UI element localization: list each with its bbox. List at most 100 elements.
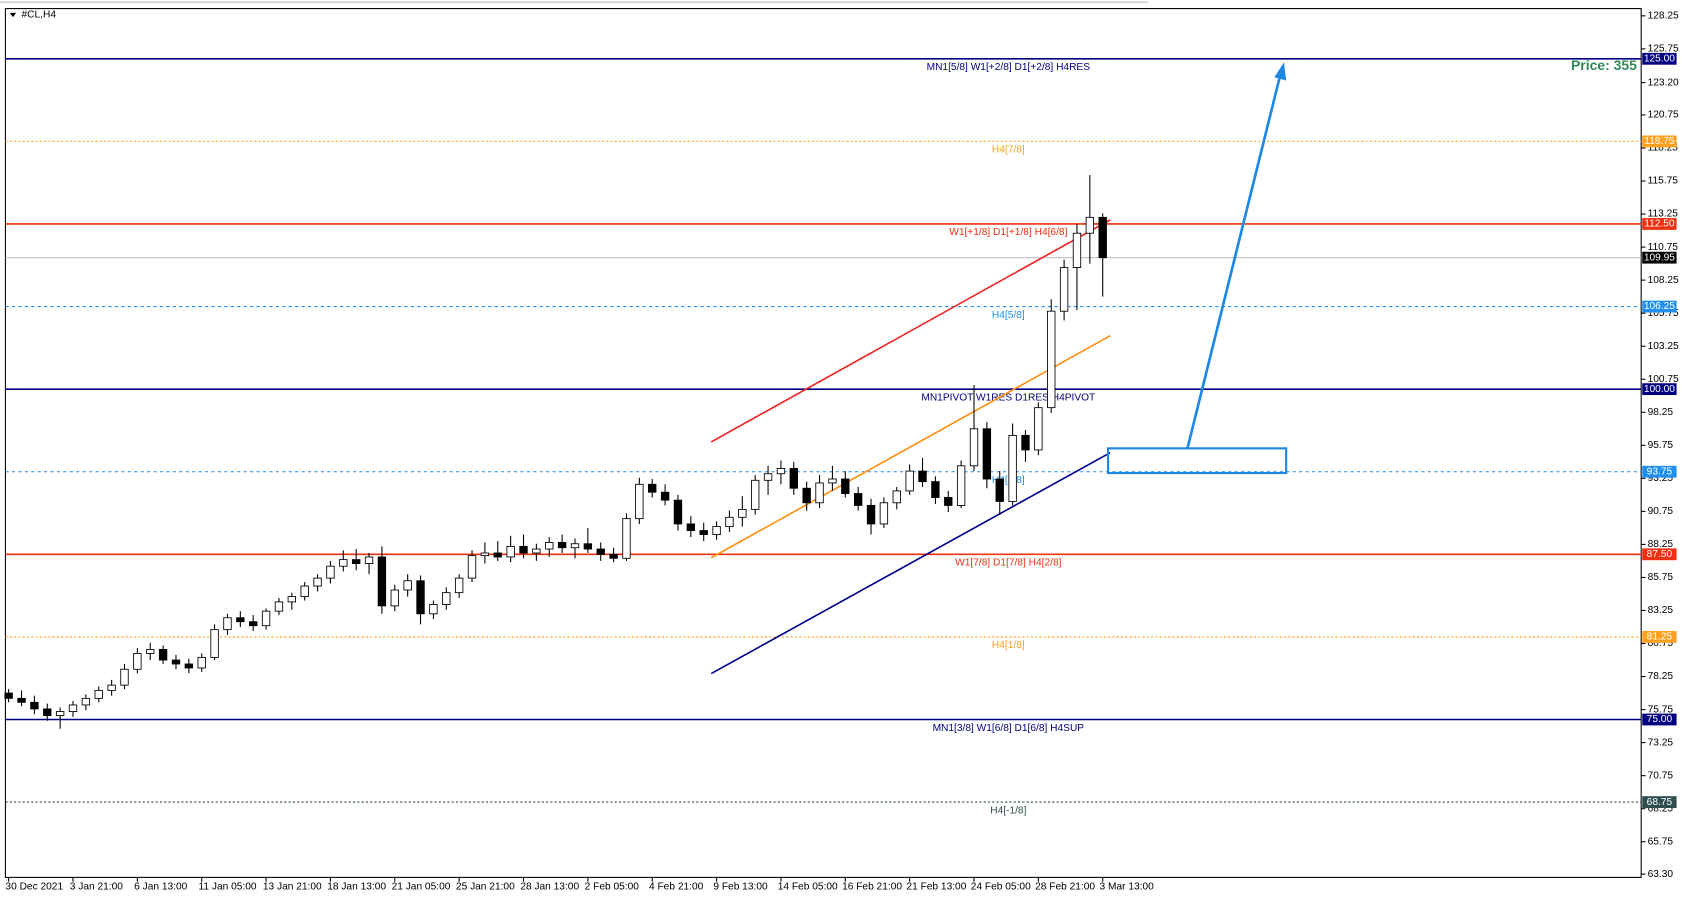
candle-body — [287, 596, 297, 603]
level-price-label: 93.75 — [1647, 466, 1673, 477]
level-price-box — [1642, 135, 1677, 148]
y-tick-label: 63.30 — [1648, 869, 1674, 880]
candle-body — [789, 467, 798, 489]
level-text: H4[5/8] — [992, 310, 1025, 321]
candle-body — [120, 668, 129, 686]
candle-body — [725, 516, 734, 527]
candle-body — [828, 478, 837, 484]
level-price-box — [1642, 52, 1677, 65]
y-tick-label: 118.25 — [1648, 143, 1679, 154]
x-tick-label: 24 Feb 05:00 — [971, 882, 1031, 893]
candle-body — [583, 543, 593, 550]
x-tick-label: 3 Mar 13:00 — [1100, 882, 1155, 893]
candle-body — [223, 617, 232, 631]
candle-body — [390, 589, 399, 607]
level-text: MN1[3/8] W1[6/8] D1[6/8] H4SUP — [933, 723, 1085, 734]
level-text: MN1[5/8] W1[+2/8] D1[+2/8] H4RES — [927, 62, 1091, 73]
arrow-head — [1274, 62, 1287, 81]
candle-body — [210, 629, 219, 658]
candle-body — [853, 493, 863, 506]
level-price-box — [1642, 465, 1677, 478]
y-tick-label: 115.75 — [1648, 176, 1679, 187]
candle-body — [261, 610, 271, 627]
candle-body — [351, 559, 361, 564]
level-text: H4[1/8] — [992, 640, 1025, 651]
level-price-label: 81.25 — [1647, 632, 1673, 643]
x-tick-label: 21 Feb 13:00 — [906, 882, 966, 893]
candle-body — [339, 559, 348, 567]
levels: MN1[5/8] W1[+2/8] D1[+2/8] H4RES H4[7/8] W… — [5, 57, 1642, 816]
candle-body — [956, 465, 966, 506]
y-tick-label: 108.25 — [1648, 275, 1679, 286]
candle-body — [738, 508, 747, 518]
candle-body — [660, 491, 670, 501]
candle-body — [673, 499, 683, 525]
candle-body — [751, 479, 760, 510]
candle-body — [635, 483, 644, 520]
candle-body — [596, 548, 605, 555]
level-text: MN1PIVOT W1RES D1RES H4PIVOT — [921, 392, 1095, 403]
candle-body — [171, 659, 181, 665]
y-tick-label: 103.25 — [1648, 341, 1679, 352]
candle-body — [1085, 216, 1095, 234]
y-tick-label: 70.75 — [1648, 770, 1674, 781]
candle-body — [763, 473, 773, 481]
candle-body — [1047, 310, 1056, 409]
level-price-label: 118.75 — [1644, 136, 1675, 147]
candle-body — [931, 481, 940, 498]
menu-triangle — [9, 12, 17, 18]
candle-body — [1059, 267, 1069, 312]
candle-body — [442, 592, 451, 605]
level-text: W1[7/8] D1[7/8] H4[2/8] — [955, 558, 1061, 569]
level-text: H4[3/8] — [992, 475, 1025, 486]
candle-body — [30, 701, 39, 710]
level-price-label: 106.25 — [1644, 301, 1675, 312]
candle-body — [454, 577, 464, 594]
candle-body — [249, 621, 258, 627]
candle-body — [532, 548, 541, 554]
candle-body — [557, 541, 567, 549]
candle-body — [699, 530, 708, 535]
candle-body — [879, 502, 889, 525]
y-tick-label: 98.25 — [1648, 407, 1674, 418]
candle-body — [133, 652, 142, 670]
x-tick-label: 2 Feb 05:00 — [585, 882, 640, 893]
y-tick-label: 128.25 — [1648, 11, 1679, 22]
candle-body — [686, 523, 696, 531]
y-tick-label: 113.25 — [1648, 209, 1679, 220]
candle-body — [429, 604, 438, 615]
candle-body — [480, 552, 490, 557]
candle-body — [545, 541, 554, 550]
candle-body — [892, 490, 901, 504]
y-tick-label: 80.75 — [1648, 638, 1674, 649]
trendline-lower — [710, 451, 1111, 675]
candle-body — [918, 470, 927, 483]
level-price-box — [1642, 251, 1677, 264]
candle-body — [1072, 232, 1082, 269]
candle-body — [43, 708, 52, 716]
trendline-upper — [710, 219, 1111, 443]
level-price-label: 100.00 — [1644, 384, 1675, 395]
level-price-box — [1642, 383, 1677, 396]
candle-body — [866, 504, 876, 525]
level-text: H4[-1/8] — [990, 805, 1026, 816]
candles — [4, 175, 1107, 729]
level-price-box — [1642, 631, 1677, 643]
level-price-box — [1642, 218, 1677, 230]
candle-body — [493, 552, 502, 558]
candle-body — [326, 565, 335, 579]
x-tick-label: 16 Feb 21:00 — [842, 882, 902, 893]
trendline-middle — [710, 335, 1111, 559]
candle-body — [158, 649, 168, 661]
candle-body — [776, 467, 786, 475]
candle-body — [969, 428, 979, 467]
x-tick-label: 18 Jan 13:00 — [327, 882, 386, 893]
y-tick-label: 105.75 — [1648, 308, 1679, 319]
x-tick-label: 4 Feb 21:00 — [649, 882, 704, 893]
x-tick-label: 30 Dec 2021 — [5, 882, 63, 893]
chart-title: #CL,H4 — [22, 10, 57, 21]
candle-body — [377, 556, 387, 607]
